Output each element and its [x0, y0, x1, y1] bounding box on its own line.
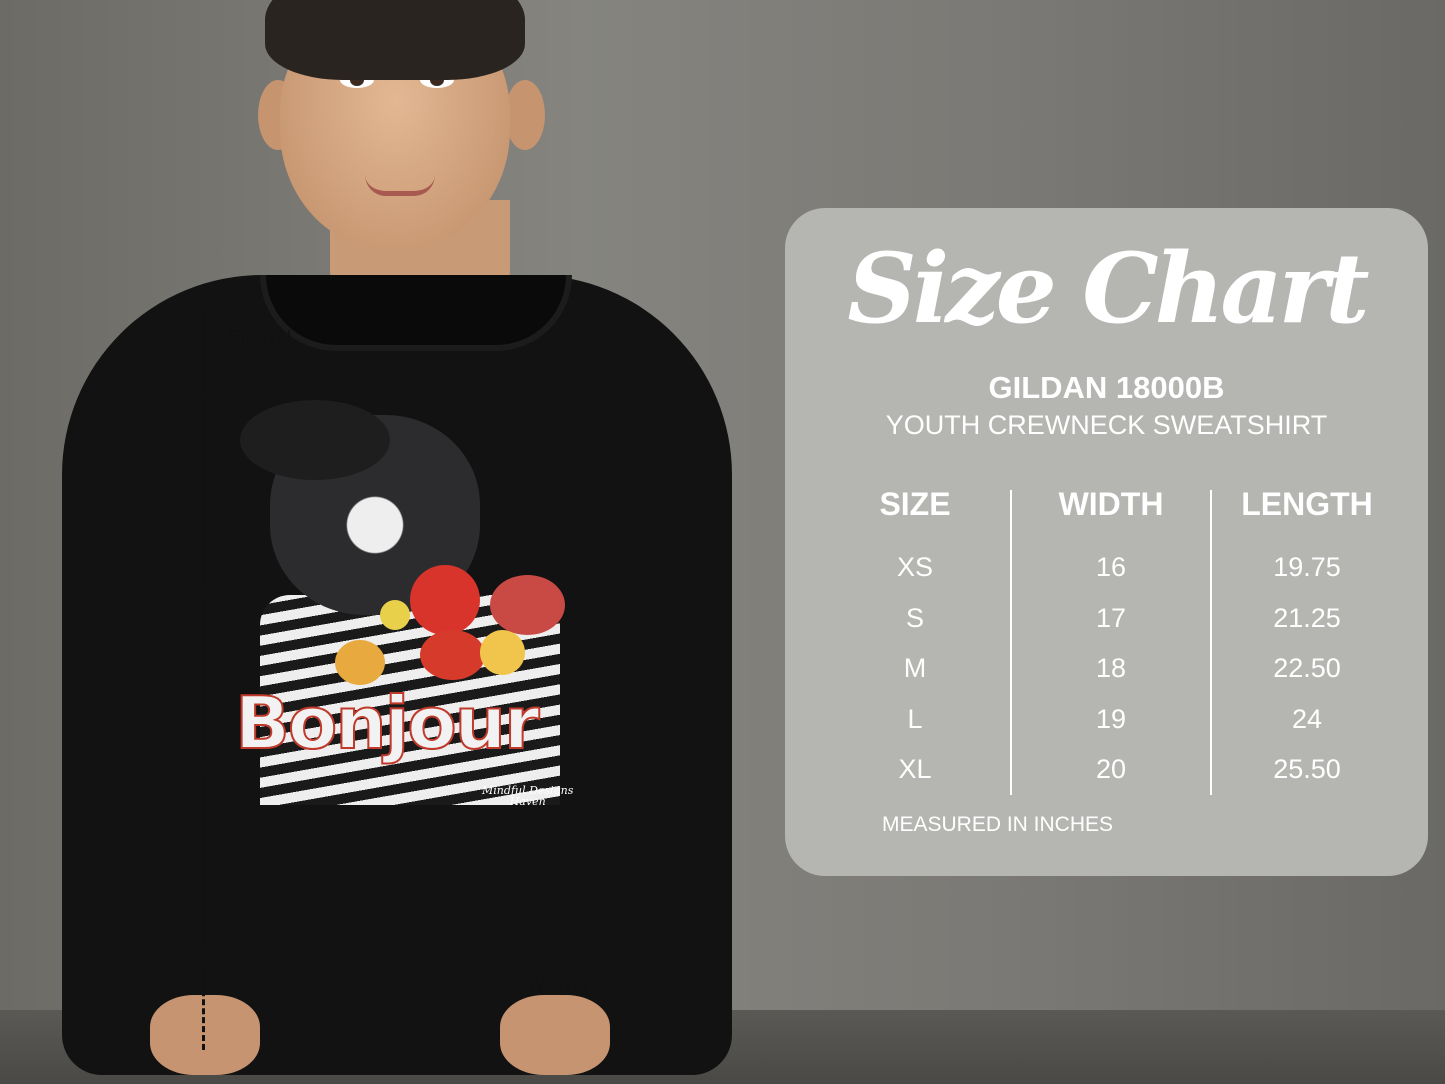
width-cell: 19 — [1095, 703, 1127, 734]
hand — [500, 995, 610, 1075]
size-cell: S — [905, 602, 924, 633]
length-cell: 22.50 — [1273, 653, 1341, 683]
flower-graphic — [380, 600, 410, 630]
length-cell: 24 — [1291, 703, 1323, 734]
length-cell: 25.50 — [1273, 754, 1341, 784]
brand-text: Mindful Designs Haven — [482, 785, 573, 807]
length-cell: 19.75 — [1273, 552, 1341, 582]
size-cell: L — [907, 703, 923, 734]
length-label: LENGTH — [218, 327, 292, 347]
flower-graphic — [420, 630, 485, 680]
product-model: GILDAN 18000B — [988, 370, 1225, 405]
column-header-length: LENGTH — [1241, 486, 1373, 522]
hand — [150, 995, 260, 1075]
shirt-print: Bonjour Mindful Designs Haven — [230, 395, 573, 807]
brand-line: Mindful Designs — [482, 784, 574, 797]
collar — [260, 275, 572, 351]
mouth — [365, 175, 435, 196]
width-cell: 18 — [1095, 653, 1127, 683]
size-cell: M — [903, 653, 927, 683]
column-divider — [1010, 490, 1012, 795]
product-name: YOUTH CREWNECK SWEATSHIRT — [885, 410, 1328, 440]
ear — [505, 80, 545, 150]
column-divider — [1210, 490, 1212, 795]
size-chart-title: Size Chart — [847, 232, 1369, 345]
flower-graphic — [335, 640, 385, 685]
width-cell: 16 — [1095, 552, 1127, 582]
measurement-note: MEASURED IN INCHES — [882, 813, 1114, 836]
hair — [265, 0, 525, 80]
width-cell: 20 — [1095, 754, 1127, 784]
bonjour-text: Bonjour — [234, 681, 541, 765]
length-measure-line — [202, 310, 205, 1050]
beret-graphic — [240, 400, 390, 480]
column-header-size: SIZE — [879, 486, 951, 522]
width-label: WIDTH — [528, 976, 587, 996]
flower-graphic — [480, 630, 525, 675]
size-cell: XL — [898, 754, 932, 784]
brand-line: Haven — [509, 795, 546, 808]
width-cell: 17 — [1095, 602, 1127, 633]
flower-graphic — [490, 575, 565, 635]
width-measure-line — [195, 950, 595, 953]
column-header-width: WIDTH — [1058, 486, 1164, 522]
size-cell: XS — [896, 552, 934, 582]
flower-graphic — [410, 565, 480, 635]
size-chart-panel — [785, 208, 1428, 876]
length-cell: 21.25 — [1273, 602, 1341, 633]
